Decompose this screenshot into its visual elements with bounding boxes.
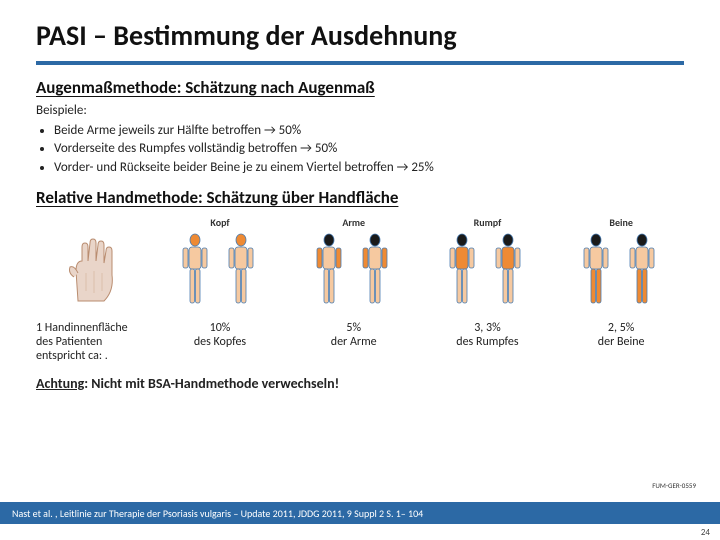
rumpf-icon <box>437 231 537 309</box>
lead-l1: 1 Handinnenfläche <box>36 321 128 335</box>
percent-label: der Beine <box>598 335 645 349</box>
warning-prefix: Achtung <box>36 375 84 392</box>
figure-label: Arme <box>291 216 417 229</box>
percent-row: 1 Handinnenfläche des Patienten entspric… <box>0 315 720 371</box>
percent-value: 10% <box>210 321 231 335</box>
figure-kopf: Kopf <box>157 216 283 309</box>
title-underline <box>36 61 684 65</box>
figure-hand <box>36 231 149 309</box>
figure-label: Beine <box>558 216 684 229</box>
list-item: Vorderseite des Rumpfes vollständig betr… <box>54 140 684 158</box>
percent-label: des Rumpfes <box>456 335 518 349</box>
figure-rumpf: Rumpf <box>425 216 551 309</box>
section2-heading: Relative Handmethode: Schätzung über Han… <box>0 187 720 212</box>
lead-l2: des Patienten <box>36 335 102 349</box>
warning-rest: : Nicht mit BSA-Handmethode verwechseln! <box>84 375 339 392</box>
section1-body: Beispiele: Beide Arme jeweils zur Hälfte… <box>0 102 720 187</box>
percent-value: 2, 5% <box>608 321 634 335</box>
percent-value: 5% <box>346 321 361 335</box>
percent-beine: 2, 5% der Beine <box>558 321 684 363</box>
figure-beine: Beine <box>558 216 684 309</box>
figure-label: Rumpf <box>425 216 551 229</box>
percent-kopf: 10% des Kopfes <box>157 321 283 363</box>
figure-label: Kopf <box>157 216 283 229</box>
list-item: Beide Arme jeweils zur Hälfte betroffen … <box>54 122 684 140</box>
list-item: Vorder- und Rückseite beider Beine je zu… <box>54 159 684 177</box>
slide: PASI – Bestimmung der Ausdehnung Augenma… <box>0 0 720 540</box>
lead-text: 1 Handinnenfläche des Patienten entspric… <box>36 321 149 363</box>
warning-line: Achtung: Nicht mit BSA-Handmethode verwe… <box>0 371 720 394</box>
hand-icon <box>58 231 128 309</box>
citation-text: Nast et al. , Leitlinie zur Therapie der… <box>12 507 423 520</box>
section1-heading: Augenmaßmethode: Schätzung nach Augenmaß <box>0 77 720 102</box>
examples-list: Beide Arme jeweils zur Hälfte betroffen … <box>36 122 684 177</box>
percent-arme: 5% der Arme <box>291 321 417 363</box>
document-code: FUM-GER-0559 <box>652 481 696 490</box>
percent-value: 3, 3% <box>474 321 500 335</box>
beine-icon <box>571 231 671 309</box>
arme-icon <box>304 231 404 309</box>
slide-title: PASI – Bestimmung der Ausdehnung <box>0 0 720 61</box>
percent-label: der Arme <box>331 335 377 349</box>
lead-l3: entspricht ca: . <box>36 349 108 363</box>
kopf-icon <box>170 231 270 309</box>
footer-bar: Nast et al. , Leitlinie zur Therapie der… <box>0 502 720 524</box>
percent-label: des Kopfes <box>194 335 246 349</box>
percent-rumpf: 3, 3% des Rumpfes <box>425 321 551 363</box>
examples-label: Beispiele: <box>36 102 684 120</box>
figure-arme: Arme <box>291 216 417 309</box>
page-number: 24 <box>701 527 710 538</box>
figure-row: Kopf <box>0 212 720 315</box>
